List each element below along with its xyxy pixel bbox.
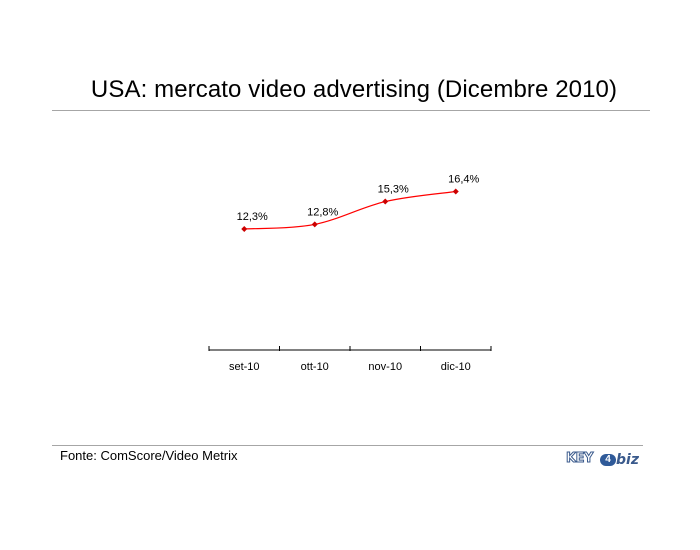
data-label: 15,3% — [378, 184, 409, 196]
logo-key-text: KEY — [566, 451, 594, 466]
data-point-marker — [311, 221, 318, 228]
x-tick-label: nov-10 — [368, 361, 402, 373]
series-line-layer — [244, 190, 456, 230]
chart-title: USA: mercato video advertising (Dicembre… — [90, 76, 618, 103]
x-axis — [208, 346, 492, 351]
x-tick-label: set-10 — [229, 361, 260, 373]
markers-layer — [241, 188, 459, 232]
data-point-marker — [452, 188, 459, 195]
logo-number: 4 — [600, 454, 616, 466]
data-point-marker — [241, 226, 248, 232]
tick-labels-layer: set-10 ott-10 nov-10 dic-10 — [229, 361, 471, 373]
logo-biz-text: biz — [616, 452, 639, 468]
series-line — [244, 190, 456, 230]
data-point-marker — [382, 198, 389, 205]
key4biz-logo: KEY 4 biz — [566, 451, 642, 474]
x-tick-label: dic-10 — [441, 361, 471, 373]
x-tick-label: ott-10 — [301, 361, 329, 373]
data-label: 16,4% — [448, 173, 479, 185]
data-label: 12,8% — [307, 206, 338, 218]
data-labels-layer: 12,3% 12,8% 15,3% 16,4% — [237, 173, 480, 223]
footer-divider — [52, 445, 643, 446]
data-label: 12,3% — [237, 211, 268, 223]
title-divider — [52, 110, 650, 111]
source-note: Fonte: ComScore/Video Metrix — [60, 448, 238, 463]
